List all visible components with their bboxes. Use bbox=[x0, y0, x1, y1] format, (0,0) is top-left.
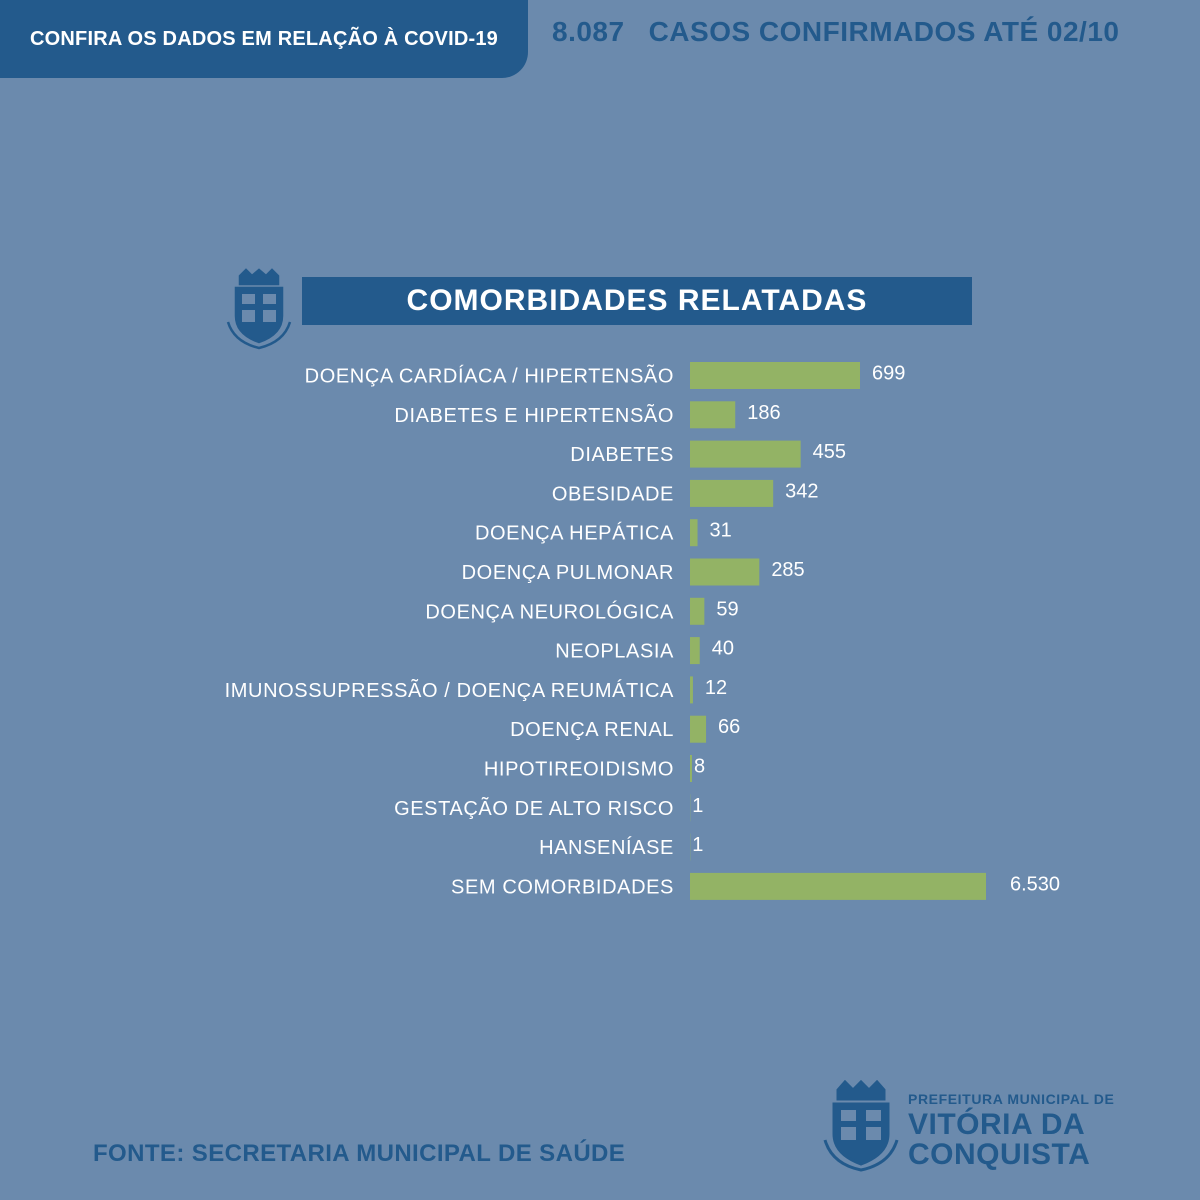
value-label: 59 bbox=[716, 598, 738, 620]
category-label: DIABETES bbox=[570, 444, 674, 466]
bar bbox=[690, 362, 860, 389]
value-label: 8 bbox=[694, 756, 705, 778]
bar bbox=[690, 755, 692, 782]
bar bbox=[690, 519, 698, 547]
category-label: DIABETES E HIPERTENSÃO bbox=[394, 403, 674, 427]
value-label: 12 bbox=[705, 677, 727, 699]
bar bbox=[690, 597, 705, 625]
bar bbox=[690, 872, 986, 900]
crest-icon bbox=[226, 268, 292, 350]
confirmed-label: CASOS CONFIRMADOS ATÉ 02/10 bbox=[648, 16, 1120, 47]
header-tab-label: CONFIRA OS DADOS EM RELAÇÃO À COVID-19 bbox=[29, 27, 498, 50]
category-label: OBESIDADE bbox=[552, 483, 674, 505]
value-label: 455 bbox=[813, 441, 846, 463]
value-label: 31 bbox=[710, 520, 732, 542]
category-label: SEM COMORBIDADES bbox=[451, 876, 674, 898]
value-label: 186 bbox=[747, 402, 780, 424]
value-label: 285 bbox=[771, 559, 804, 581]
bar bbox=[690, 479, 774, 507]
category-label: HIPOTIREOIDISMO bbox=[484, 759, 674, 781]
header-tab: CONFIRA OS DADOS EM RELAÇÃO À COVID-19 bbox=[0, 0, 528, 78]
bar bbox=[690, 401, 736, 429]
bar bbox=[690, 440, 801, 468]
category-label: DOENÇA HEPÁTICA bbox=[475, 522, 674, 545]
value-label: 1 bbox=[692, 795, 703, 817]
value-label: 342 bbox=[785, 480, 818, 502]
bar bbox=[690, 637, 700, 665]
value-label: 66 bbox=[718, 716, 740, 738]
category-label: DOENÇA NEUROLÓGICA bbox=[425, 600, 674, 623]
category-label: NEOPLASIA bbox=[555, 641, 674, 663]
bar bbox=[690, 676, 693, 704]
bar bbox=[690, 715, 707, 743]
value-label: 1 bbox=[692, 834, 703, 856]
municipality-logo-text: PREFEITURA MUNICIPAL DE VITÓRIA DA CONQU… bbox=[908, 1092, 1114, 1170]
logo-line-2: VITÓRIA DA bbox=[908, 1108, 1086, 1141]
logo-line-1: PREFEITURA MUNICIPAL DE bbox=[908, 1091, 1115, 1107]
value-label: 6.530 bbox=[1010, 873, 1060, 895]
category-label: DOENÇA CARDÍACA / HIPERTENSÃO bbox=[305, 364, 674, 388]
logo-crest-icon bbox=[823, 1080, 899, 1172]
bar bbox=[690, 558, 760, 586]
logo-line-3: CONQUISTA bbox=[908, 1138, 1091, 1171]
confirmed-cases-header: 8.087 CASOS CONFIRMADOS ATÉ 02/10 bbox=[552, 16, 1119, 48]
category-label: IMUNOSSUPRESSÃO / DOENÇA REUMÁTICA bbox=[225, 678, 674, 702]
chart-title-bar: COMORBIDADES RELATADAS bbox=[302, 277, 972, 325]
category-label: HANSENÍASE bbox=[539, 836, 674, 859]
value-label: 40 bbox=[712, 638, 734, 660]
chart-title: COMORBIDADES RELATADAS bbox=[406, 284, 868, 317]
confirmed-count: 8.087 bbox=[552, 16, 625, 47]
source-text: FONTE: SECRETARIA MUNICIPAL DE SAÚDE bbox=[93, 1140, 626, 1167]
category-label: DOENÇA PULMONAR bbox=[462, 562, 674, 584]
category-label: DOENÇA RENAL bbox=[510, 719, 674, 741]
category-label: GESTAÇÃO DE ALTO RISCO bbox=[394, 796, 674, 820]
value-label: 699 bbox=[872, 363, 905, 385]
